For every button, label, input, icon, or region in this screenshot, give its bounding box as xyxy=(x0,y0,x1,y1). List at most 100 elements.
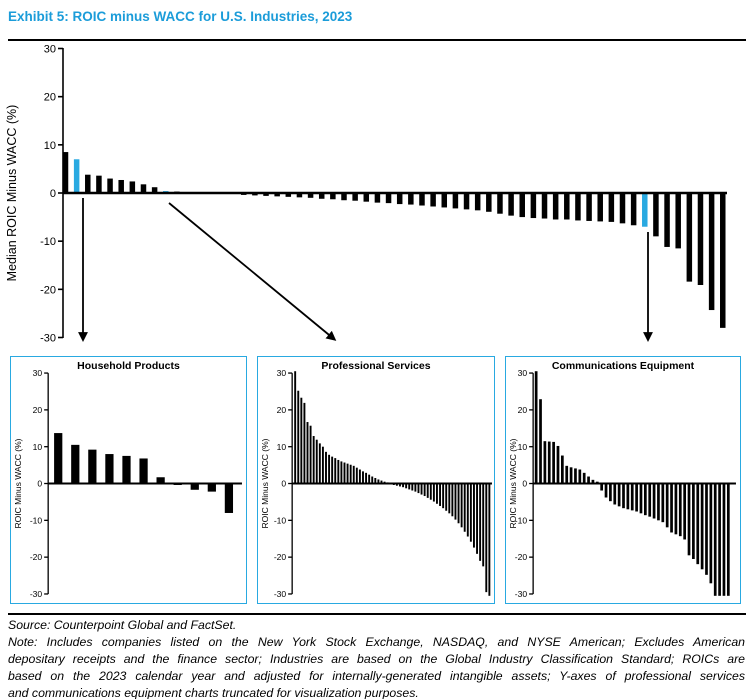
y-tick-label: 30 xyxy=(33,368,43,378)
communications-equipment-chart: 30 20 10 0 -10 -20 -30 ROIC Minus WACC (%) xyxy=(508,368,736,599)
bar xyxy=(575,193,581,221)
bar xyxy=(497,193,503,214)
bar xyxy=(105,454,114,484)
source-line: Source: Counterpoint Global and FactSet. xyxy=(8,618,237,632)
y-tick-label: 0 xyxy=(281,479,286,489)
professional-services-chart: 30 20 10 0 -10 -20 -30 ROIC Minus WACC (%) xyxy=(260,368,492,599)
y-tick-label: -30 xyxy=(274,589,287,599)
bar xyxy=(340,461,343,484)
bar xyxy=(463,193,470,210)
y-tick-label: 30 xyxy=(277,368,287,378)
bar xyxy=(419,193,425,206)
bar xyxy=(380,480,383,484)
bar xyxy=(296,193,303,198)
title-divider xyxy=(8,39,746,41)
y-tick-label: 10 xyxy=(44,140,56,152)
panel-title-professional-services: Professional Services xyxy=(321,360,431,372)
bar xyxy=(451,483,454,517)
bar xyxy=(560,455,564,484)
bar xyxy=(708,193,715,311)
bar xyxy=(565,465,569,484)
bar xyxy=(609,483,612,502)
bar xyxy=(604,483,608,498)
bar xyxy=(686,193,693,282)
bar xyxy=(578,469,582,484)
bar xyxy=(643,483,647,516)
bar xyxy=(635,483,638,512)
bar xyxy=(597,193,603,222)
y-tick-label: -10 xyxy=(274,515,287,525)
y-tick-label: -30 xyxy=(40,332,56,344)
y-tick-label: -10 xyxy=(515,515,528,525)
bar xyxy=(285,193,292,197)
bar xyxy=(476,483,478,554)
bar xyxy=(88,449,97,484)
bar xyxy=(318,443,321,484)
y-tick-label: 10 xyxy=(277,442,287,452)
bar xyxy=(692,483,695,559)
bar xyxy=(399,483,401,487)
bar xyxy=(709,483,713,584)
bar xyxy=(530,193,537,219)
bar xyxy=(587,476,590,484)
bar xyxy=(463,483,466,532)
y-axis-label: ROIC Minus WACC (%) xyxy=(508,438,518,528)
bar xyxy=(586,193,592,221)
bar xyxy=(630,193,637,226)
bar xyxy=(664,193,670,247)
note-line: based on the 2023 calendar year and adju… xyxy=(8,669,745,683)
bar xyxy=(337,459,340,484)
bar xyxy=(726,483,730,596)
bar xyxy=(436,483,438,504)
bar xyxy=(414,483,417,492)
bar xyxy=(657,483,660,521)
highlighted-bar xyxy=(642,193,648,227)
bar xyxy=(582,472,586,484)
bar xyxy=(140,184,147,193)
bar xyxy=(207,483,216,492)
panel-title-communications-equipment: Communications Equipment xyxy=(551,360,695,372)
bar xyxy=(622,483,625,509)
y-tick-label: 10 xyxy=(33,442,43,452)
bar xyxy=(687,483,691,556)
y-tick-label: 0 xyxy=(522,479,527,489)
bar xyxy=(377,479,380,484)
bar xyxy=(552,441,555,484)
footnote: Source: Counterpoint Global and FactSet.… xyxy=(8,617,745,699)
bar xyxy=(713,483,717,596)
y-tick-label: -20 xyxy=(40,284,56,296)
bar xyxy=(363,193,370,202)
bar xyxy=(402,483,405,488)
bar xyxy=(600,483,604,491)
bar xyxy=(325,451,327,484)
bar xyxy=(352,193,358,201)
bar xyxy=(312,436,315,484)
highlighted-bar xyxy=(73,159,80,193)
bar xyxy=(674,483,678,535)
bar xyxy=(675,193,681,249)
y-tick-label: -30 xyxy=(30,589,43,599)
bar xyxy=(430,193,436,207)
bar xyxy=(330,193,336,200)
bar xyxy=(479,483,482,561)
y-tick-label: 30 xyxy=(44,43,56,55)
bar xyxy=(683,483,687,540)
bar xyxy=(297,390,300,484)
bar xyxy=(454,483,457,520)
y-tick-label: 20 xyxy=(44,92,56,104)
bar xyxy=(639,483,643,514)
bar xyxy=(396,193,403,205)
bar xyxy=(334,458,337,484)
bar xyxy=(670,483,673,533)
bar xyxy=(429,483,432,500)
y-tick-label: -20 xyxy=(274,552,287,562)
bar xyxy=(613,483,617,505)
bar xyxy=(96,175,102,193)
bar xyxy=(346,463,349,484)
bar xyxy=(574,468,577,484)
bar xyxy=(315,439,318,484)
bar xyxy=(442,483,445,509)
bar xyxy=(341,193,347,201)
bar xyxy=(107,178,113,193)
bar xyxy=(460,483,463,528)
